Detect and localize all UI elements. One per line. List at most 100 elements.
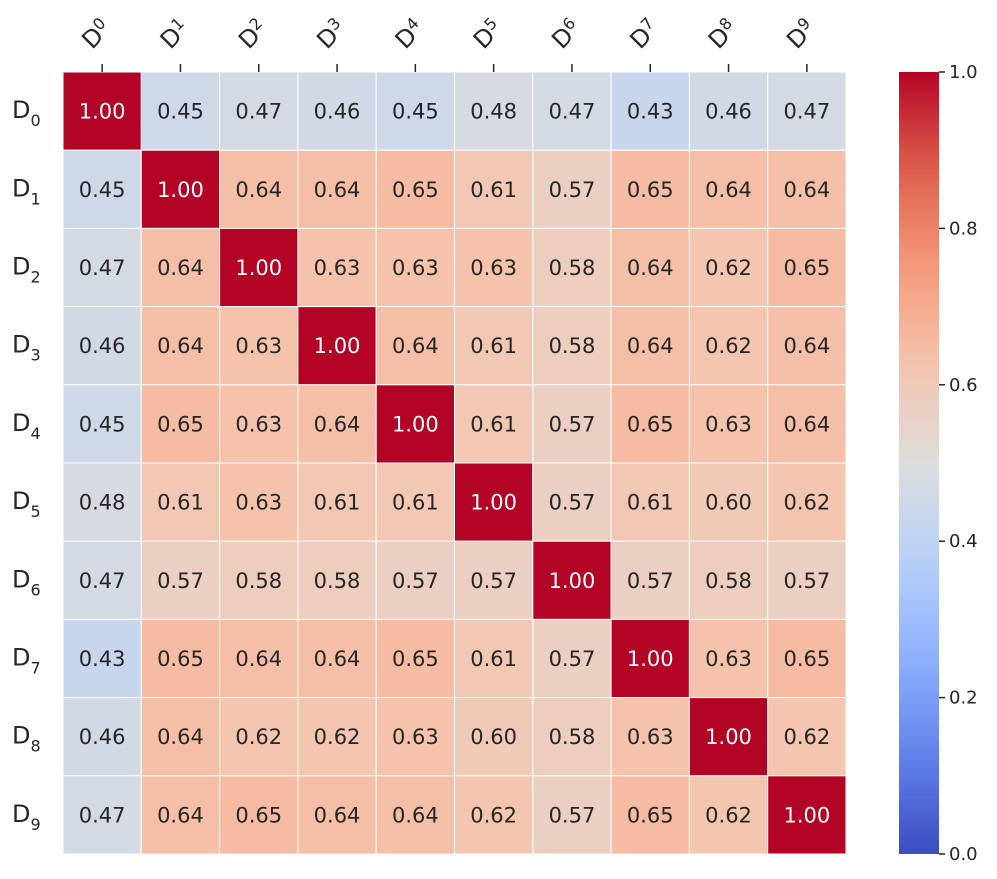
- cell-value-r7-c4: 0.65: [392, 647, 439, 671]
- cell-value-r8-c4: 0.63: [392, 725, 439, 749]
- heatmap-cell-r2-c6: [532, 227, 612, 308]
- cell-value-r3-c5: 0.61: [470, 334, 517, 358]
- heatmap-cell-r1-c9: [767, 149, 847, 229]
- heatmap-cell-r9-c6: [532, 775, 612, 855]
- heatmap-cell-r1-c7: [610, 149, 690, 229]
- cell-value-r8-c2: 0.62: [235, 725, 282, 749]
- cell-value-r4-c5: 0.61: [470, 412, 517, 436]
- cell-value-r5-c5: 1.00: [470, 491, 517, 515]
- cell-value-r1-c8: 0.64: [705, 178, 752, 202]
- cell-value-r4-c6: 0.57: [549, 412, 596, 436]
- heatmap-cell-r7-c2: [219, 618, 299, 699]
- cell-value-r0-c4: 0.45: [392, 100, 439, 124]
- y-axis: D0 D1 D2 D3 D4 D5 D6 D7 D8 D9: [12, 96, 41, 834]
- heatmap-cell-r3-c7: [610, 306, 690, 386]
- y-tick-label-8: D8: [12, 722, 41, 756]
- y-tick-label-4: D4: [12, 409, 41, 443]
- cell-value-r2-c5: 0.63: [470, 256, 517, 280]
- heatmap-cell-r5-c5: [454, 462, 534, 542]
- cell-value-r4-c7: 0.65: [627, 412, 674, 436]
- cell-value-r4-c0: 0.45: [79, 412, 126, 436]
- cell-value-r8-c8: 1.00: [705, 725, 752, 749]
- cell-value-r1-c3: 0.64: [314, 178, 361, 202]
- heatmap-cell-r4-c1: [140, 384, 221, 464]
- cell-value-r0-c8: 0.46: [705, 100, 752, 124]
- heatmap-cell-r5-c8: [688, 462, 769, 542]
- cell-value-r5-c0: 0.48: [79, 491, 126, 515]
- cell-value-r6-c9: 0.57: [783, 569, 830, 593]
- heatmap-cell-r9-c4: [375, 775, 456, 855]
- heatmap-cell-r0-c3: [297, 71, 377, 151]
- heatmap-cell-r9-c8: [688, 775, 769, 855]
- heatmap-cell-r8-c4: [375, 697, 456, 777]
- heatmap-cell-r8-c6: [532, 697, 612, 777]
- cell-value-r8-c7: 0.63: [627, 725, 674, 749]
- heatmap-cell-r8-c8: [688, 697, 769, 777]
- heatmap-cell-r5-c0: [62, 462, 142, 542]
- heatmap-cell-r3-c5: [454, 306, 534, 386]
- heatmap-cell-r7-c1: [140, 618, 221, 699]
- cell-value-r3-c2: 0.63: [235, 334, 282, 358]
- cell-value-r6-c7: 0.57: [627, 569, 674, 593]
- heatmap-cell-r2-c4: [375, 227, 456, 308]
- colorbar-tick-label-4: 0.8: [949, 218, 978, 239]
- heatmap-cell-r4-c6: [532, 384, 612, 464]
- heatmap-cell-r1-c2: [219, 149, 299, 229]
- heatmap-cell-r5-c2: [219, 462, 299, 542]
- cell-value-r6-c8: 0.58: [705, 569, 752, 593]
- cell-value-r4-c3: 0.64: [314, 412, 361, 436]
- heatmap-cell-r4-c5: [454, 384, 534, 464]
- heatmap-cell-r8-c1: [140, 697, 221, 777]
- heatmap-cell-r5-c4: [375, 462, 456, 542]
- x-tick-label-9: D9: [780, 14, 821, 55]
- cell-value-r6-c0: 0.47: [79, 569, 126, 593]
- heatmap-cell-r0-c0: [62, 71, 142, 151]
- cell-value-r2-c0: 0.47: [79, 256, 126, 280]
- heatmap-cell-r9-c1: [140, 775, 221, 855]
- heatmap-cell-r1-c8: [688, 149, 769, 229]
- cell-value-r6-c6: 1.00: [549, 569, 596, 593]
- cell-value-r2-c4: 0.63: [392, 256, 439, 280]
- heatmap-cell-r9-c5: [454, 775, 534, 855]
- cell-value-r3-c1: 0.64: [157, 334, 204, 358]
- x-tick-label-2: D2: [232, 14, 273, 55]
- y-tick-label-1: D1: [12, 174, 41, 208]
- cell-value-r7-c8: 0.63: [705, 647, 752, 671]
- heatmap-cell-r9-c9: [767, 775, 847, 855]
- cell-value-r4-c2: 0.63: [235, 412, 282, 436]
- heatmap-cell-r2-c9: [767, 227, 847, 308]
- cell-value-r0-c7: 0.43: [627, 100, 674, 124]
- cell-value-r0-c3: 0.46: [314, 100, 361, 124]
- cell-value-r0-c6: 0.47: [549, 100, 596, 124]
- heatmap-cell-r1-c3: [297, 149, 377, 229]
- heatmap-cell-r8-c9: [767, 697, 847, 777]
- heatmap-cell-r7-c9: [767, 618, 847, 699]
- heatmap-cell-r3-c6: [532, 306, 612, 386]
- heatmap-cell-r9-c7: [610, 775, 690, 855]
- cell-value-r4-c1: 0.65: [157, 412, 204, 436]
- colorbar: 0.0 0.2 0.4 0.6 0.8 1.0: [899, 62, 978, 865]
- cell-value-r8-c5: 0.60: [470, 725, 517, 749]
- y-tick-label-9: D9: [12, 800, 41, 834]
- heatmap-cell-r1-c1: [140, 149, 221, 229]
- cell-value-r1-c7: 0.65: [627, 178, 674, 202]
- x-tick-label-6: D6: [546, 14, 587, 55]
- cell-value-r2-c2: 1.00: [235, 256, 282, 280]
- cell-value-r9-c6: 0.57: [549, 803, 596, 827]
- heatmap-cell-r2-c0: [62, 227, 142, 308]
- cell-value-r5-c7: 0.61: [627, 491, 674, 515]
- heatmap-cell-r5-c3: [297, 462, 377, 542]
- cell-value-r7-c0: 0.43: [79, 647, 126, 671]
- heatmap-cell-r6-c8: [688, 540, 769, 620]
- cell-value-r5-c3: 0.61: [314, 491, 361, 515]
- cell-value-r4-c4: 1.00: [392, 412, 439, 436]
- cell-value-r1-c6: 0.57: [549, 178, 596, 202]
- heatmap-cell-r2-c2: [219, 227, 299, 308]
- heatmap-cell-r7-c8: [688, 618, 769, 699]
- heatmap-cell-r0-c5: [454, 71, 534, 151]
- heatmap-cell-r8-c2: [219, 697, 299, 777]
- heatmap-cell-r0-c1: [140, 71, 221, 151]
- cell-value-r5-c1: 0.61: [157, 491, 204, 515]
- heatmap-cell-r0-c7: [610, 71, 690, 151]
